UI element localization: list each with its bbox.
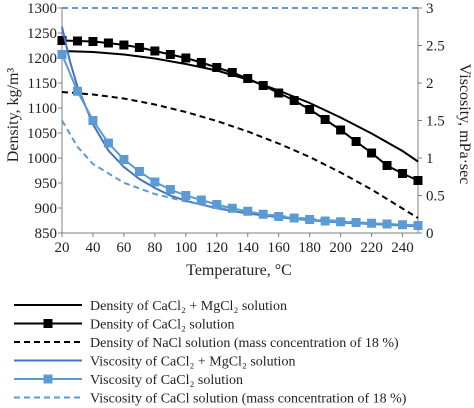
series-line-4 <box>61 54 419 227</box>
series-line-1 <box>61 39 419 182</box>
series-4-point <box>181 191 191 200</box>
series-1-point <box>119 40 129 50</box>
legend-label-2: Density of NaCl solution (mass concentra… <box>90 336 399 351</box>
series-1-point <box>196 58 206 67</box>
y-tick-label: 950 <box>35 176 58 192</box>
y2-tick-label: 2 <box>426 76 434 92</box>
series-1-point <box>367 148 377 158</box>
series-4-point <box>227 203 237 213</box>
y2-tick-label: 3 <box>426 1 434 17</box>
y-tick-label: 1250 <box>27 26 57 42</box>
series-1-point <box>305 105 315 114</box>
legend-label-5: Viscosity of CaCl solution (mass concent… <box>90 392 407 407</box>
series-4-point <box>165 185 175 194</box>
y-axis-title: Density, kg/m³ <box>5 68 22 163</box>
series-1-point <box>150 46 160 56</box>
series-4-point <box>320 216 330 226</box>
series-1-point <box>72 36 82 46</box>
series-1-point <box>336 125 346 135</box>
y-tick-label: 1050 <box>27 126 57 142</box>
series-1-point <box>274 88 284 98</box>
series-4-point <box>119 155 129 164</box>
series-1-point <box>103 38 113 48</box>
x-tick-label: 240 <box>391 240 414 256</box>
y-tick-label: 1150 <box>28 76 57 92</box>
series-1-point <box>398 169 408 178</box>
y-tick-label: 1000 <box>27 151 57 167</box>
series-4-point <box>134 167 144 176</box>
series-1-point <box>181 53 191 63</box>
y2-axis-title: Viscosity, mPa·sec <box>456 64 473 185</box>
y-tick-label: 900 <box>35 201 58 217</box>
series-1-point <box>320 115 330 124</box>
series-4-point <box>72 86 82 96</box>
y2-tick-label: 2.5 <box>426 39 445 55</box>
series-4-point <box>57 50 67 59</box>
x-tick-label: 20 <box>55 240 70 256</box>
x-tick-label: 140 <box>236 240 259 256</box>
y2-tick-label: 1 <box>426 151 434 167</box>
legend-label-3: Viscosity of CaCl₂ + MgCl₂ solution <box>90 355 295 370</box>
series-4-point <box>150 177 160 187</box>
series-4-point <box>382 219 392 229</box>
series-4-point <box>212 200 222 209</box>
x-tick-label: 60 <box>116 240 131 256</box>
x-tick-label: 40 <box>85 240 100 256</box>
series-4-point <box>274 212 284 221</box>
series-1-point <box>88 37 98 46</box>
x-tick-label: 180 <box>298 240 321 256</box>
series-1-point <box>212 63 222 72</box>
series-line-0 <box>61 50 419 163</box>
x-tick-label: 220 <box>360 240 383 256</box>
tick-labels: 20 40 60 80 100 120 140 160 180 200 220 24085090095… <box>27 1 445 256</box>
series-4-point <box>88 116 98 125</box>
series-line-3 <box>61 26 419 228</box>
legend: Density of CaCl₂ + MgCl₂ solution Density… <box>14 299 407 407</box>
legend-label-0: Density of CaCl₂ + MgCl₂ solution <box>90 299 287 314</box>
series-4-point <box>305 215 315 224</box>
y2-tick-label: 1.5 <box>426 114 445 130</box>
series-1-point <box>382 161 392 170</box>
y2-tick-label: 0.5 <box>426 189 445 205</box>
series-1-point <box>134 43 144 52</box>
series-4-point <box>351 218 361 227</box>
series-1-point <box>258 81 268 90</box>
y2-tick-label: 0 <box>426 226 434 242</box>
series-1-point <box>351 137 361 146</box>
x-tick-label: 100 <box>175 240 198 256</box>
series-1-point <box>57 36 67 45</box>
series-1-point <box>227 68 237 77</box>
x-tick-label: 120 <box>206 240 229 256</box>
legend-label-1: Density of CaCl₂ solution <box>90 318 235 333</box>
x-axis-title: Temperature, °C <box>186 262 292 279</box>
x-tick-label: 200 <box>329 240 352 256</box>
series-4-point <box>196 195 206 205</box>
series-layer <box>57 7 423 230</box>
x-tick-label: 160 <box>267 240 290 256</box>
y-tick-label: 850 <box>35 226 58 242</box>
legend-label-4: Viscosity of CaCl₂ solution <box>90 373 243 388</box>
legend-marker-4 <box>43 374 53 384</box>
x-tick-label: 80 <box>147 240 162 256</box>
series-4-point <box>413 221 423 230</box>
y-tick-label: 1100 <box>28 101 57 117</box>
y-tick-label: 1200 <box>27 51 57 67</box>
series-1-point <box>413 176 423 185</box>
series-line-5 <box>61 119 419 227</box>
y-tick-label: 1300 <box>27 1 57 17</box>
series-1-point <box>165 50 175 59</box>
series-4-point <box>103 138 113 148</box>
series-1-point <box>243 74 253 83</box>
legend-marker-1 <box>43 319 53 328</box>
series-1-point <box>289 96 299 105</box>
series-line-2 <box>61 91 419 219</box>
series-4-point <box>243 206 253 216</box>
